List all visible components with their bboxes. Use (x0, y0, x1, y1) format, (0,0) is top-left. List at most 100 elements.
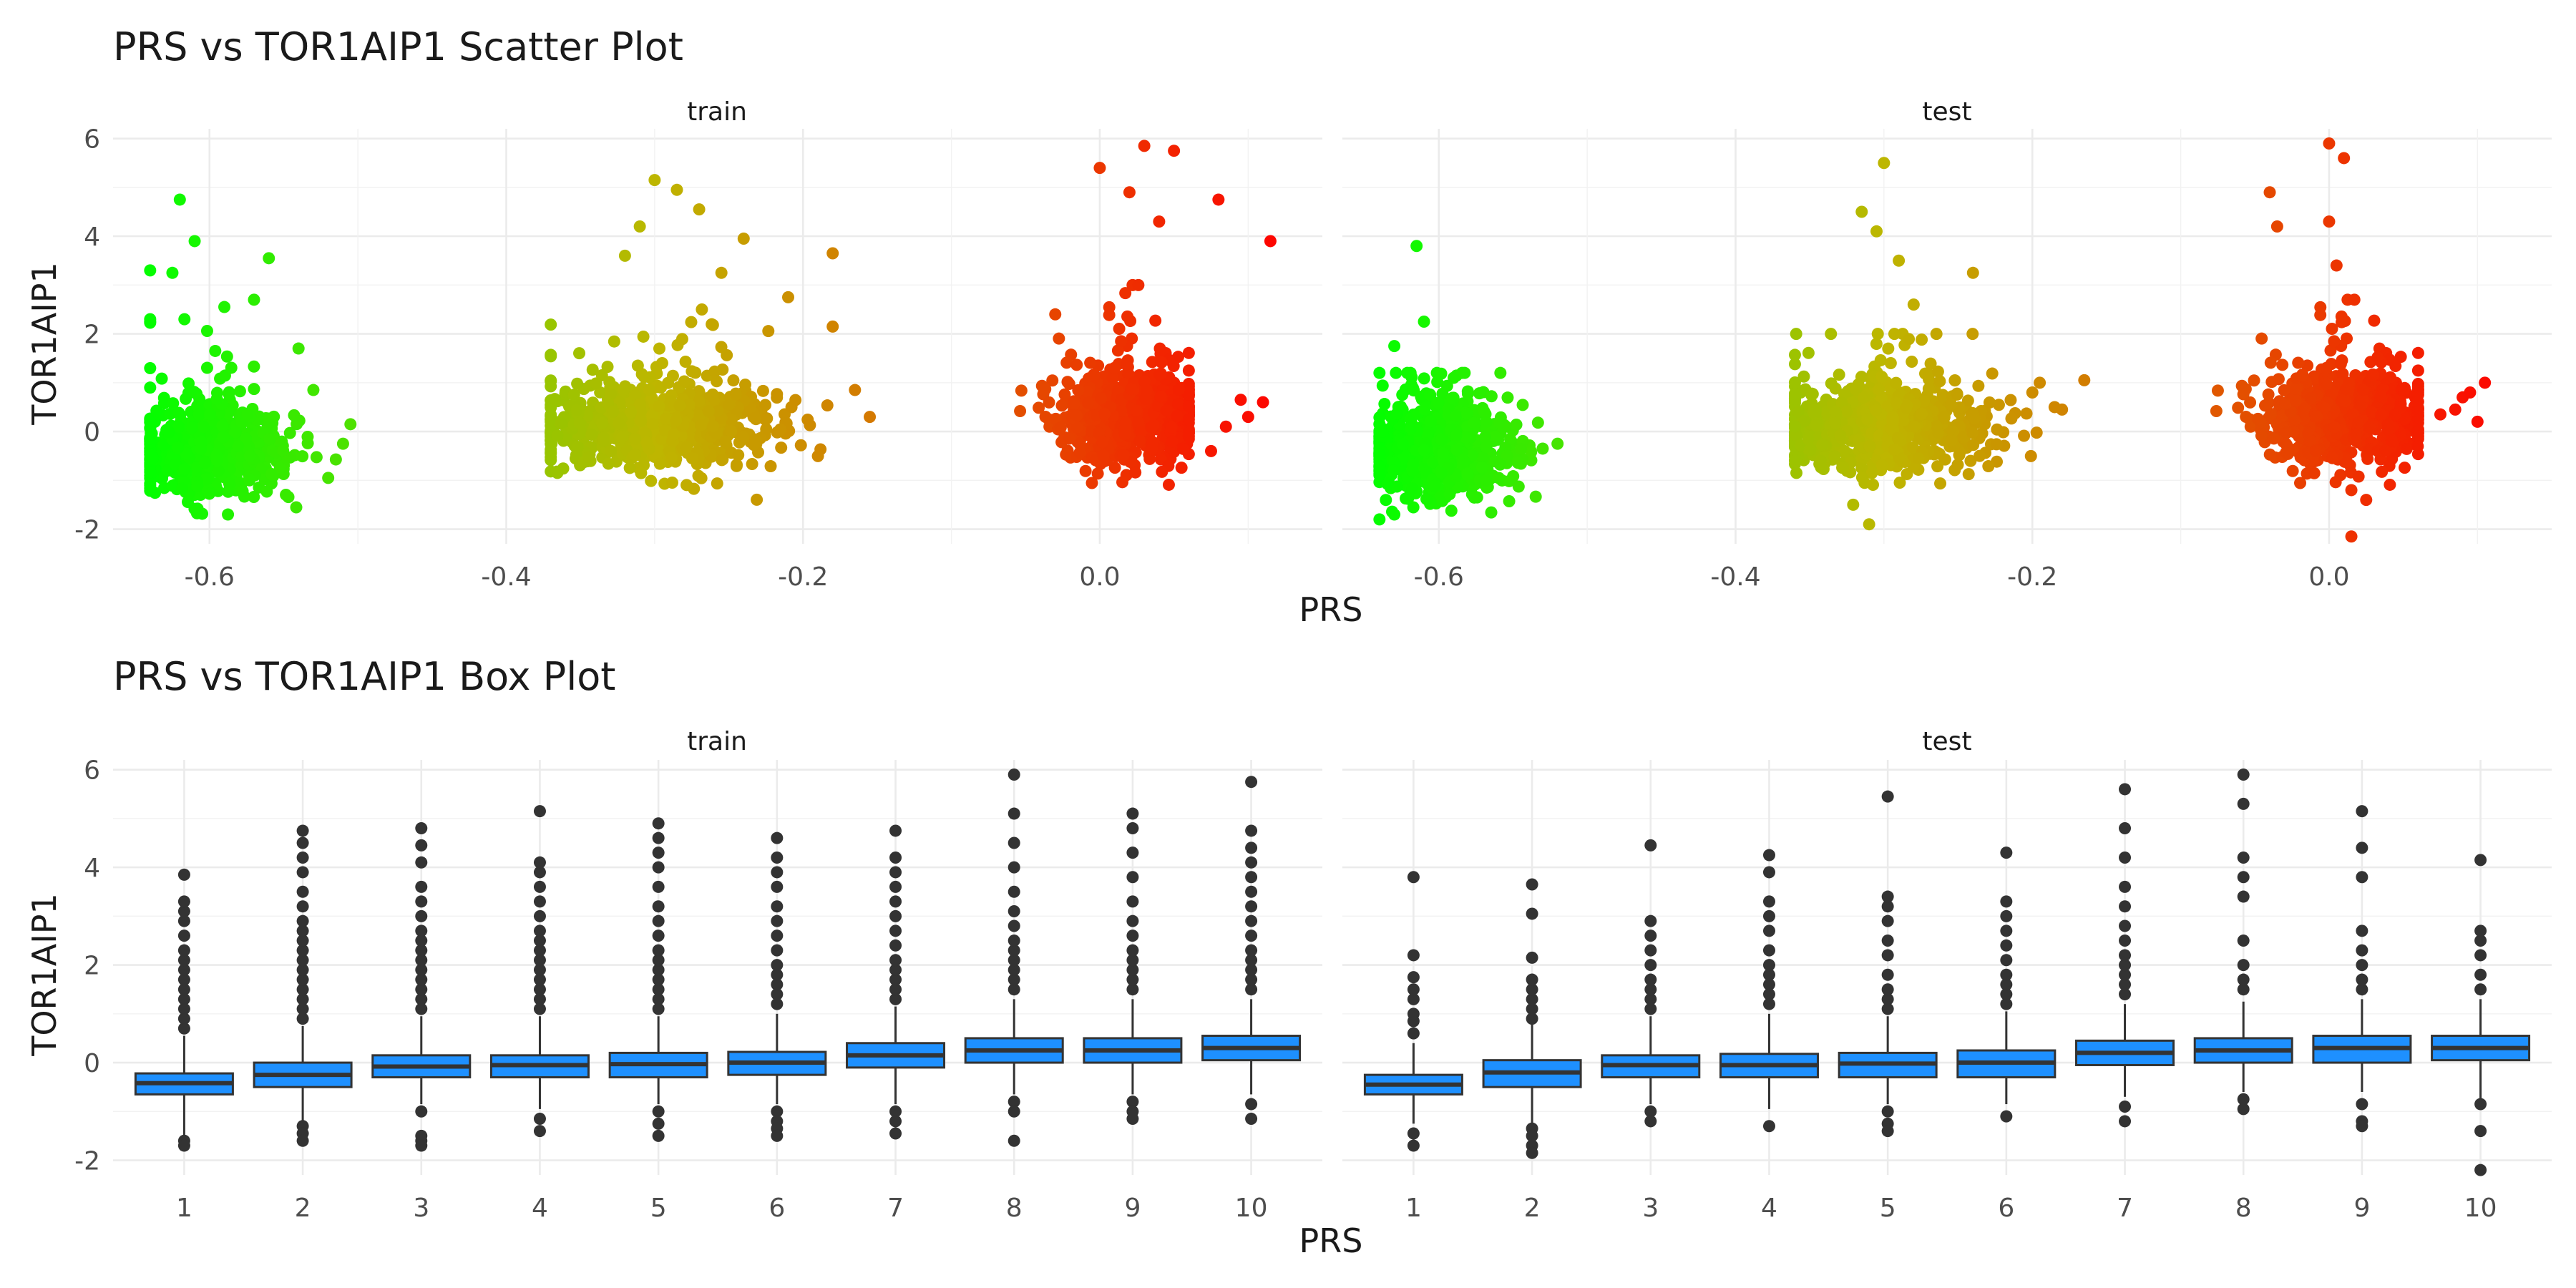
scatter-point (1418, 444, 1430, 457)
scatter-point (1788, 387, 1801, 400)
box-outlier-point (1526, 878, 1538, 891)
scatter-point (693, 203, 706, 216)
box-x-tick-label: 9 (2353, 1194, 2370, 1223)
scatter-point (1117, 449, 1130, 462)
scatter-point (1264, 235, 1277, 248)
scatter-point (218, 301, 231, 313)
scatter-point (646, 418, 659, 431)
scatter-point (144, 484, 157, 497)
scatter-point (1825, 328, 1838, 341)
scatter-point (2292, 356, 2305, 369)
scatter-strip-label-test: test (1922, 97, 1971, 127)
scatter-point (2326, 452, 2339, 464)
box-outlier-point (889, 824, 902, 837)
scatter-point (725, 425, 738, 438)
scatter-point (1870, 404, 1883, 416)
scatter-x-tick-label: -0.2 (778, 562, 828, 592)
scatter-y-tick-label: 2 (84, 321, 100, 350)
scatter-point (2030, 426, 2043, 439)
scatter-point (2255, 429, 2268, 442)
scatter-x-tick-label: 0.0 (1079, 562, 1120, 592)
scatter-point (1912, 452, 1925, 465)
box-outlier-point (2119, 900, 2132, 913)
box-outlier-point (2119, 783, 2132, 796)
box-outlier-point (533, 909, 546, 922)
box-outlier-point (771, 959, 784, 972)
box-x-tick-label: 10 (2464, 1194, 2497, 1223)
scatter-point (2379, 444, 2392, 457)
scatter-point (1459, 431, 1472, 444)
scatter-point (730, 388, 743, 401)
scatter-point (1874, 354, 1887, 367)
scatter-point (629, 432, 642, 445)
scatter-point (1427, 456, 1440, 469)
scatter-point (618, 384, 630, 396)
scatter-point (1493, 472, 1506, 484)
box-outlier-point (177, 930, 190, 942)
scatter-point (1900, 401, 1913, 414)
scatter-point (344, 418, 357, 431)
scatter-point (2278, 384, 2290, 396)
scatter-point (181, 495, 194, 508)
scatter-point (1962, 468, 1975, 481)
scatter-point (1494, 366, 1507, 379)
scatter-point (2411, 364, 2424, 377)
scatter-point (283, 426, 296, 439)
scatter-point (1396, 389, 1409, 401)
scatter-point (732, 449, 745, 462)
scatter-point (2262, 388, 2275, 401)
scatter-point (1402, 492, 1415, 505)
box-outlier-point (296, 836, 309, 849)
scatter-point (1855, 471, 1868, 484)
scatter-point (2048, 401, 2061, 414)
box-outlier-point (1881, 1105, 1894, 1118)
scatter-point (1182, 364, 1195, 377)
scatter-point (629, 448, 642, 461)
scatter-point (248, 491, 260, 504)
scatter-point (2352, 470, 2365, 483)
scatter-point (1172, 351, 1185, 364)
scatter-point (640, 436, 653, 449)
box-outlier-point (2000, 895, 2013, 908)
box-x-tick-label: 5 (650, 1194, 667, 1223)
scatter-point (192, 408, 205, 421)
scatter-point (826, 247, 839, 260)
scatter-point (1475, 461, 1488, 474)
box-outlier-point (415, 880, 428, 893)
scatter-point (223, 477, 235, 489)
scatter-point (1156, 465, 1169, 478)
box-outlier-point (533, 805, 546, 818)
scatter-point (1460, 407, 1473, 420)
scatter-point (2411, 440, 2424, 453)
scatter-point (2310, 444, 2323, 457)
box-x-tick-label: 7 (2117, 1194, 2133, 1223)
box-outlier-point (2356, 841, 2368, 854)
scatter-point (1182, 413, 1195, 426)
scatter-point (1143, 452, 1156, 465)
box-outlier-point (652, 847, 665, 859)
scatter-point (248, 293, 260, 306)
scatter-point (756, 384, 769, 397)
scatter-point (567, 389, 580, 401)
scatter-point (1473, 387, 1485, 400)
box-outlier-point (415, 822, 428, 835)
scatter-point (1070, 421, 1083, 434)
box-outlier-point (1008, 1134, 1020, 1147)
scatter-point (693, 395, 706, 408)
scatter-point (1410, 240, 1423, 253)
box-outlier-point (296, 900, 309, 913)
box-outlier-point (2237, 851, 2250, 864)
scatter-point (2384, 478, 2396, 491)
scatter-point (1992, 399, 2005, 411)
scatter-point (548, 393, 561, 406)
box-outlier-point (2119, 949, 2132, 962)
scatter-point (1125, 383, 1138, 396)
scatter-y-tick-label: 6 (84, 125, 100, 155)
scatter-point (1068, 397, 1080, 410)
scatter-point (1470, 491, 1483, 504)
scatter-point (1154, 390, 1167, 403)
box-outlier-point (2119, 1100, 2132, 1113)
scatter-point (1060, 356, 1073, 369)
box-outlier-point (1008, 919, 1020, 932)
scatter-point (737, 233, 750, 245)
